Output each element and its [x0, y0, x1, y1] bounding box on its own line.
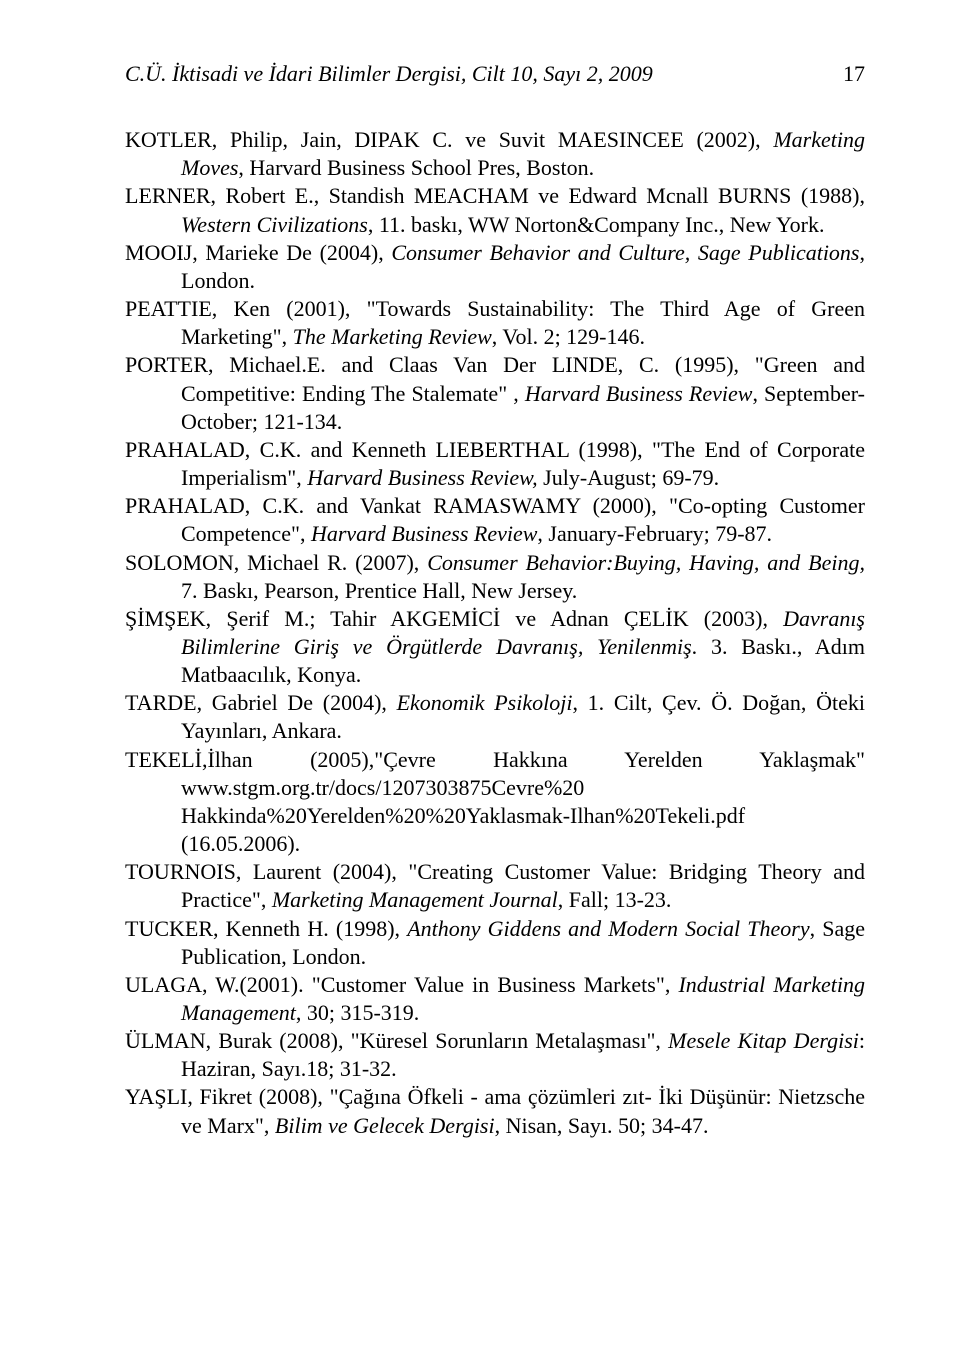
reference-entry: TEKELİ,İlhan (2005),"Çevre Hakkına Yerel…: [125, 746, 865, 859]
reference-entry: LERNER, Robert E., Standish MEACHAM ve E…: [125, 182, 865, 238]
reference-entry: PEATTIE, Ken (2001), "Towards Sustainabi…: [125, 295, 865, 351]
reference-entry: TARDE, Gabriel De (2004), Ekonomik Psiko…: [125, 689, 865, 745]
reference-entry: YAŞLI, Fikret (2008), "Çağına Öfkeli - a…: [125, 1083, 865, 1139]
reference-entry: TUCKER, Kenneth H. (1998), Anthony Gidde…: [125, 915, 865, 971]
reference-entry: PRAHALAD, C.K. and Vankat RAMASWAMY (200…: [125, 492, 865, 548]
reference-entry: TOURNOIS, Laurent (2004), "Creating Cust…: [125, 858, 865, 914]
reference-entry: ULAGA, W.(2001). "Customer Value in Busi…: [125, 971, 865, 1027]
reference-entry: KOTLER, Philip, Jain, DIPAK C. ve Suvit …: [125, 126, 865, 182]
reference-entry: PORTER, Michael.E. and Claas Van Der LIN…: [125, 351, 865, 435]
page-number: 17: [843, 60, 865, 88]
reference-entry: MOOIJ, Marieke De (2004), Consumer Behav…: [125, 239, 865, 295]
journal-title: C.Ü. İktisadi ve İdari Bilimler Dergisi,…: [125, 60, 653, 88]
reference-entry: ÜLMAN, Burak (2008), "Küresel Sorunların…: [125, 1027, 865, 1083]
reference-entry: SOLOMON, Michael R. (2007), Consumer Beh…: [125, 549, 865, 605]
reference-entry: ŞİMŞEK, Şerif M.; Tahir AKGEMİCİ ve Adna…: [125, 605, 865, 689]
references-list: KOTLER, Philip, Jain, DIPAK C. ve Suvit …: [125, 126, 865, 1140]
page-header: C.Ü. İktisadi ve İdari Bilimler Dergisi,…: [125, 60, 865, 88]
reference-entry: PRAHALAD, C.K. and Kenneth LIEBERTHAL (1…: [125, 436, 865, 492]
